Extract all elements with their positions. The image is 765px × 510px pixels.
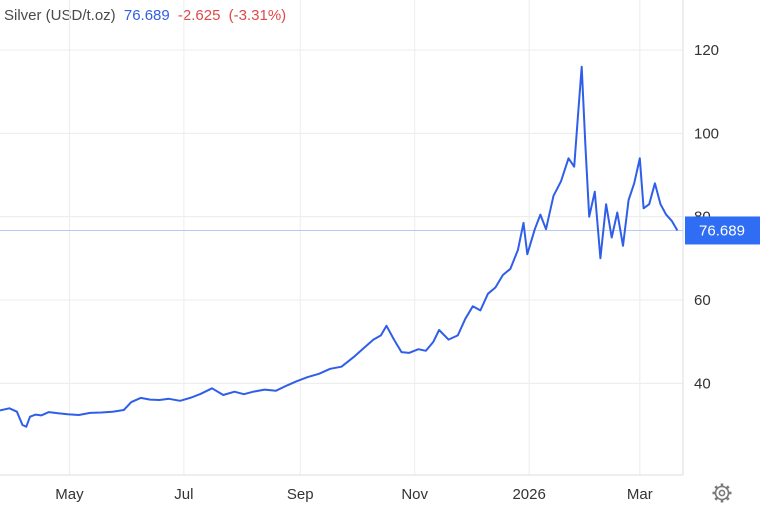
x-tick-label: May bbox=[55, 486, 84, 503]
x-tick-label: Jul bbox=[174, 486, 193, 503]
x-tick-label: Mar bbox=[627, 486, 653, 503]
y-tick-label: 40 bbox=[694, 375, 711, 392]
current-price-label-bg bbox=[685, 216, 760, 245]
x-tick-label: Nov bbox=[401, 486, 428, 503]
y-axis-ticks: 406080100120 bbox=[694, 42, 719, 392]
gear-icon bbox=[712, 483, 732, 503]
current-price-label-text: 76.689 bbox=[699, 222, 745, 239]
instrument-name: Silver (USD/t.oz) bbox=[4, 7, 116, 24]
series-line-silver bbox=[0, 65, 679, 428]
settings-button[interactable] bbox=[711, 482, 733, 504]
x-axis-ticks: May Jul Sep Nov 2026 Mar bbox=[55, 486, 653, 503]
y-tick-label: 60 bbox=[694, 292, 711, 309]
x-tick-label: Sep bbox=[287, 486, 314, 503]
price-change-percent: (-3.31%) bbox=[228, 7, 287, 24]
y-tick-label: 100 bbox=[694, 125, 719, 142]
x-tick-label: 2026 bbox=[512, 486, 545, 503]
chart-header: Silver (USD/t.oz) 76.689 -2.625 (-3.31%) bbox=[4, 5, 290, 27]
current-price: 76.689 bbox=[123, 7, 170, 24]
y-tick-label: 120 bbox=[694, 42, 719, 59]
price-change: -2.625 bbox=[177, 7, 221, 24]
current-price-label: 76.689 bbox=[685, 216, 760, 245]
axes bbox=[0, 0, 684, 476]
gridlines bbox=[0, 0, 683, 475]
